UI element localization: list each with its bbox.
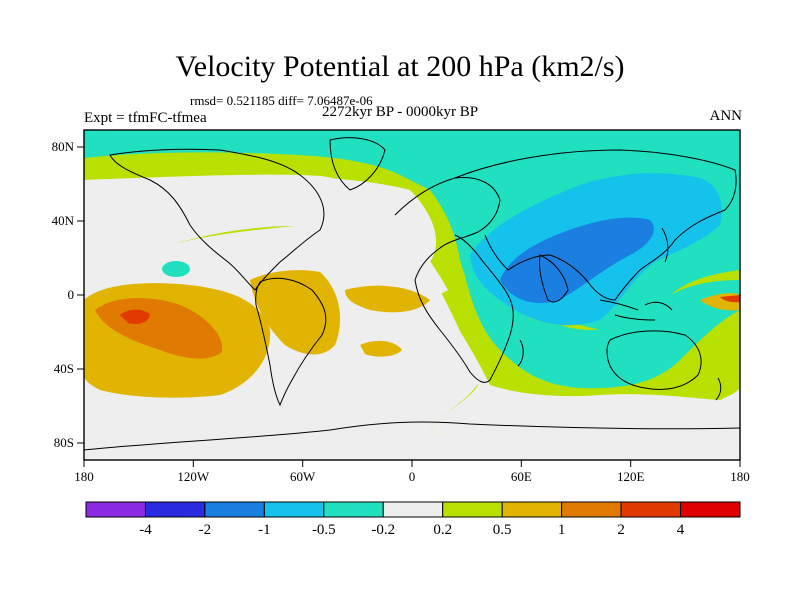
season-label: ANN	[709, 108, 743, 124]
colorbar-label: -1	[258, 522, 271, 538]
colorbar-label: -0.5	[312, 522, 336, 538]
colorbar-label: 0.5	[493, 522, 512, 538]
colorbar-label: -4	[139, 522, 152, 538]
colorbar-swatch	[144, 501, 206, 518]
colorbar-swatch	[323, 501, 384, 518]
lon-tick-label: 60W	[290, 469, 316, 484]
colorbar-swatch	[85, 501, 146, 518]
fill-level-neg1-neg2	[500, 217, 654, 304]
lon-tick-label: 60E	[511, 469, 532, 484]
colorbar-label: 1	[558, 522, 566, 538]
lon-tick-label: 120E	[617, 469, 645, 484]
lat-tick-label: 40S	[54, 361, 74, 376]
contour-fill	[84, 130, 740, 460]
colorbar-swatch	[382, 501, 444, 518]
lat-tick-label: 0	[68, 287, 75, 302]
experiment-label: Expt = tfmFC-tfmea	[84, 110, 207, 126]
colorbar-label: -0.2	[371, 522, 395, 538]
colorbar-label: -2	[199, 522, 212, 538]
colorbar-label: 4	[677, 522, 685, 538]
fill-level-2-4	[120, 309, 150, 324]
colorbar-swatch	[620, 501, 682, 518]
colorbar: -4 -2 -1 -0.5 -0.2 0.2 0.5 1 2 4	[85, 501, 741, 538]
lon-tick-label: 180	[730, 469, 750, 484]
colorbar-swatch	[204, 501, 265, 518]
colorbar-swatch	[561, 501, 622, 518]
lat-tick-label: 40N	[52, 213, 75, 228]
colorbar-swatch	[263, 501, 325, 518]
lat-tick-label: 80N	[52, 139, 75, 154]
colorbar-label: 2	[617, 522, 625, 538]
stats-line: rmsd= 0.521185 diff= 7.06487e-06	[190, 93, 373, 108]
colorbar-swatch	[680, 501, 741, 518]
lon-tick-label: 120W	[177, 469, 210, 484]
period-label: 2272kyr BP - 0000kyr BP	[322, 104, 479, 120]
colorbar-swatch	[501, 501, 563, 518]
colorbar-swatch	[442, 501, 503, 518]
chart-title: Velocity Potential at 200 hPa (km2/s)	[175, 50, 625, 83]
lon-tick-label: 0	[409, 469, 416, 484]
lat-tick-label: 80S	[54, 435, 74, 450]
tick-marks	[77, 146, 741, 467]
lon-tick-label: 180	[74, 469, 94, 484]
colorbar-label: 0.2	[433, 522, 452, 538]
fill-neutral-region	[84, 176, 740, 460]
coastlines	[84, 137, 740, 451]
